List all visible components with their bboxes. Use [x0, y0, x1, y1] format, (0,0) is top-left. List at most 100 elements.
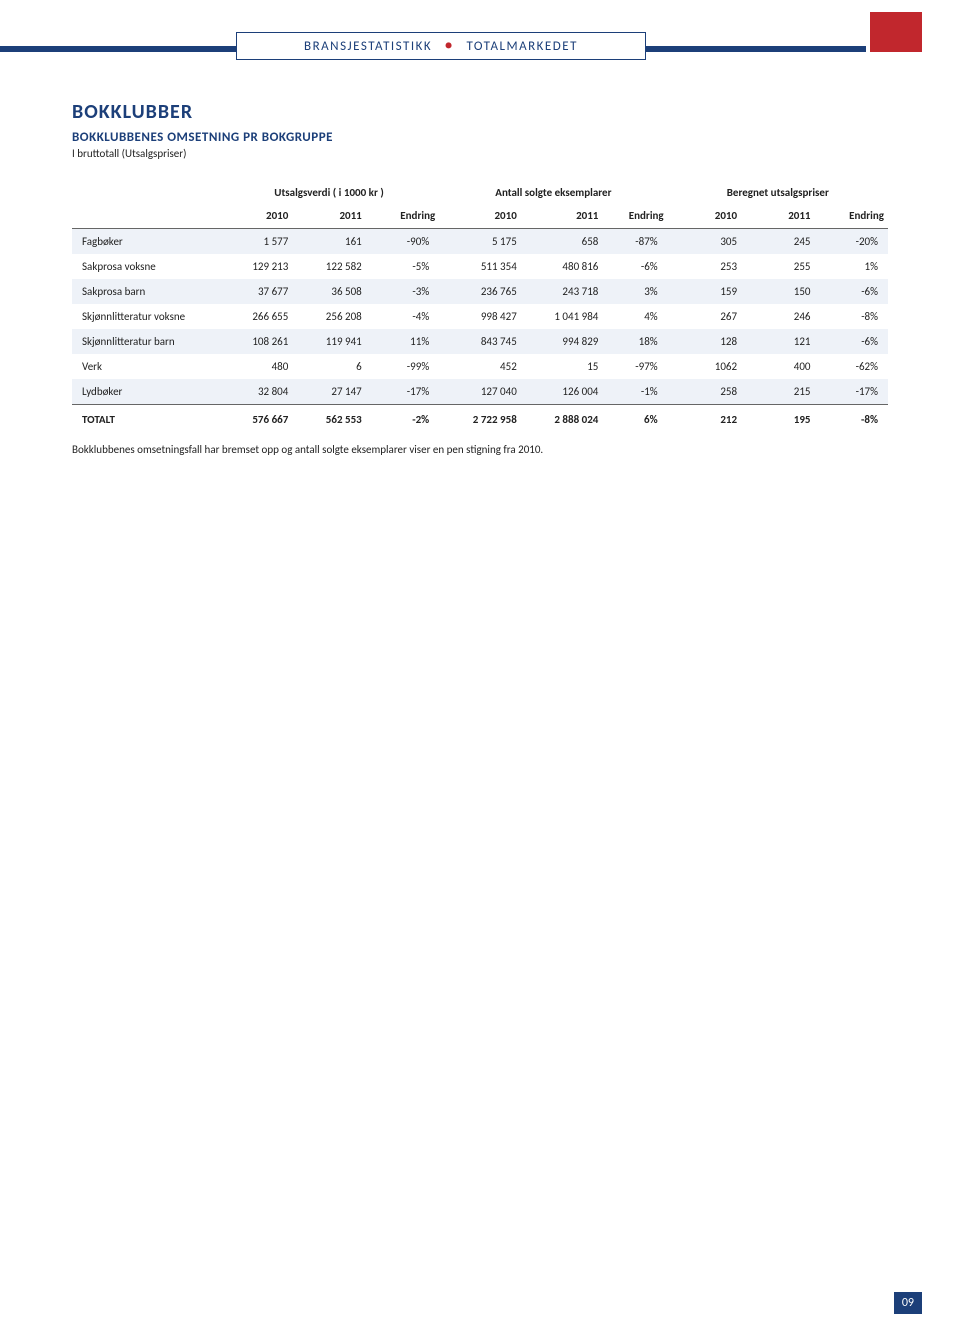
table-cell: 1 041 984 — [521, 304, 603, 329]
section-subtitle: BOKKLUBBENES OMSETNING PR BOKGRUPPE — [72, 130, 888, 145]
row-label: TOTALT — [72, 405, 219, 433]
table-cell: 3% — [602, 279, 667, 304]
row-label: Skjønnlitteratur voksne — [72, 304, 219, 329]
table-cell: 267 — [668, 304, 741, 329]
table-cell: 127 040 — [439, 379, 521, 405]
table-corner — [72, 203, 219, 229]
page-header: BRANSJESTATISTIKK ● TOTALMARKEDET — [0, 12, 960, 52]
table-cell: 5 175 — [439, 229, 521, 255]
section-note: I bruttotall (Utsalgspriser) — [72, 147, 888, 160]
table-cell: 27 147 — [292, 379, 365, 405]
group-header: Beregnet utsalgspriser — [668, 178, 888, 203]
table-cell: 658 — [521, 229, 603, 255]
table-cell: 258 — [668, 379, 741, 405]
table-corner — [72, 178, 219, 203]
row-label: Skjønnlitteratur barn — [72, 329, 219, 354]
group-header: Utsalgsverdi ( i 1000 kr ) — [219, 178, 439, 203]
table-cell: 243 718 — [521, 279, 603, 304]
header-divider — [866, 46, 870, 52]
table-cell: -2% — [366, 405, 439, 433]
table-cell: 2 722 958 — [439, 405, 521, 433]
table-row: Verk4806-99%45215-97%1062400-62% — [72, 354, 888, 379]
table-cell: 6 — [292, 354, 365, 379]
table-row: Sakprosa voksne129 213122 582-5%511 3544… — [72, 254, 888, 279]
table-cell: 129 213 — [219, 254, 292, 279]
table-cell: 994 829 — [521, 329, 603, 354]
table-cell: 37 677 — [219, 279, 292, 304]
table-cell: 108 261 — [219, 329, 292, 354]
table-cell: 305 — [668, 229, 741, 255]
table-caption: Bokklubbenes omsetningsfall har bremset … — [72, 442, 888, 457]
table-cell: 36 508 — [292, 279, 365, 304]
table-cell: -6% — [602, 254, 667, 279]
table-cell: 150 — [741, 279, 814, 304]
content-area: BOKKLUBBER BOKKLUBBENES OMSETNING PR BOK… — [72, 100, 888, 457]
row-label: Fagbøker — [72, 229, 219, 255]
table-cell: 452 — [439, 354, 521, 379]
table-row: Lydbøker32 80427 147-17%127 040126 004-1… — [72, 379, 888, 405]
bullet-icon: ● — [445, 38, 454, 53]
table-cell: -5% — [366, 254, 439, 279]
table-cell: -97% — [602, 354, 667, 379]
table-cell: -17% — [815, 379, 888, 405]
table-cell: -90% — [366, 229, 439, 255]
table-cell: 245 — [741, 229, 814, 255]
row-label: Lydbøker — [72, 379, 219, 405]
table-cell: -6% — [815, 279, 888, 304]
table-cell: 480 — [219, 354, 292, 379]
table-cell: 6% — [602, 405, 667, 433]
table-cell: 843 745 — [439, 329, 521, 354]
table-cell: -99% — [366, 354, 439, 379]
year-header: 2010 — [219, 203, 292, 229]
table-cell: 126 004 — [521, 379, 603, 405]
data-table: Utsalgsverdi ( i 1000 kr ) Antall solgte… — [72, 178, 888, 432]
table-row: Skjønnlitteratur barn108 261119 94111%84… — [72, 329, 888, 354]
table-cell: 11% — [366, 329, 439, 354]
table-row: Sakprosa barn37 67736 508-3%236 765243 7… — [72, 279, 888, 304]
table-cell: 119 941 — [292, 329, 365, 354]
table-year-header-row: 20102011Endring20102011Endring20102011En… — [72, 203, 888, 229]
year-header: Endring — [366, 203, 439, 229]
year-header: 2011 — [292, 203, 365, 229]
table-row: Fagbøker1 577161-90%5 175658-87%305245-2… — [72, 229, 888, 255]
table-cell: 511 354 — [439, 254, 521, 279]
group-header: Antall solgte eksemplarer — [439, 178, 667, 203]
year-header: Endring — [602, 203, 667, 229]
table-cell: 128 — [668, 329, 741, 354]
table-cell: 562 553 — [292, 405, 365, 433]
row-label: Sakprosa voksne — [72, 254, 219, 279]
row-label: Sakprosa barn — [72, 279, 219, 304]
table-cell: -1% — [602, 379, 667, 405]
table-cell: -8% — [815, 405, 888, 433]
header-title-box: BRANSJESTATISTIKK ● TOTALMARKEDET — [236, 32, 646, 60]
table-cell: -3% — [366, 279, 439, 304]
year-header: 2010 — [439, 203, 521, 229]
table-cell: 195 — [741, 405, 814, 433]
header-segment-1: BRANSJESTATISTIKK — [304, 39, 432, 54]
table-cell: 998 427 — [439, 304, 521, 329]
table-cell: 255 — [741, 254, 814, 279]
table-cell: -4% — [366, 304, 439, 329]
table-cell: -17% — [366, 379, 439, 405]
table-cell: 212 — [668, 405, 741, 433]
table-group-header-row: Utsalgsverdi ( i 1000 kr ) Antall solgte… — [72, 178, 888, 203]
table-cell: 15 — [521, 354, 603, 379]
table-cell: -62% — [815, 354, 888, 379]
table-cell: 4% — [602, 304, 667, 329]
row-label: Verk — [72, 354, 219, 379]
header-segment-2: TOTALMARKEDET — [466, 39, 578, 54]
table-cell: 122 582 — [292, 254, 365, 279]
year-header: 2011 — [521, 203, 603, 229]
table-cell: 246 — [741, 304, 814, 329]
table-cell: 400 — [741, 354, 814, 379]
year-header: Endring — [815, 203, 888, 229]
table-cell: 18% — [602, 329, 667, 354]
table-cell: -20% — [815, 229, 888, 255]
table-row: Skjønnlitteratur voksne266 655256 208-4%… — [72, 304, 888, 329]
table-cell: 121 — [741, 329, 814, 354]
table-cell: 576 667 — [219, 405, 292, 433]
table-cell: 215 — [741, 379, 814, 405]
table-cell: 256 208 — [292, 304, 365, 329]
table-cell: -87% — [602, 229, 667, 255]
table-cell: 159 — [668, 279, 741, 304]
